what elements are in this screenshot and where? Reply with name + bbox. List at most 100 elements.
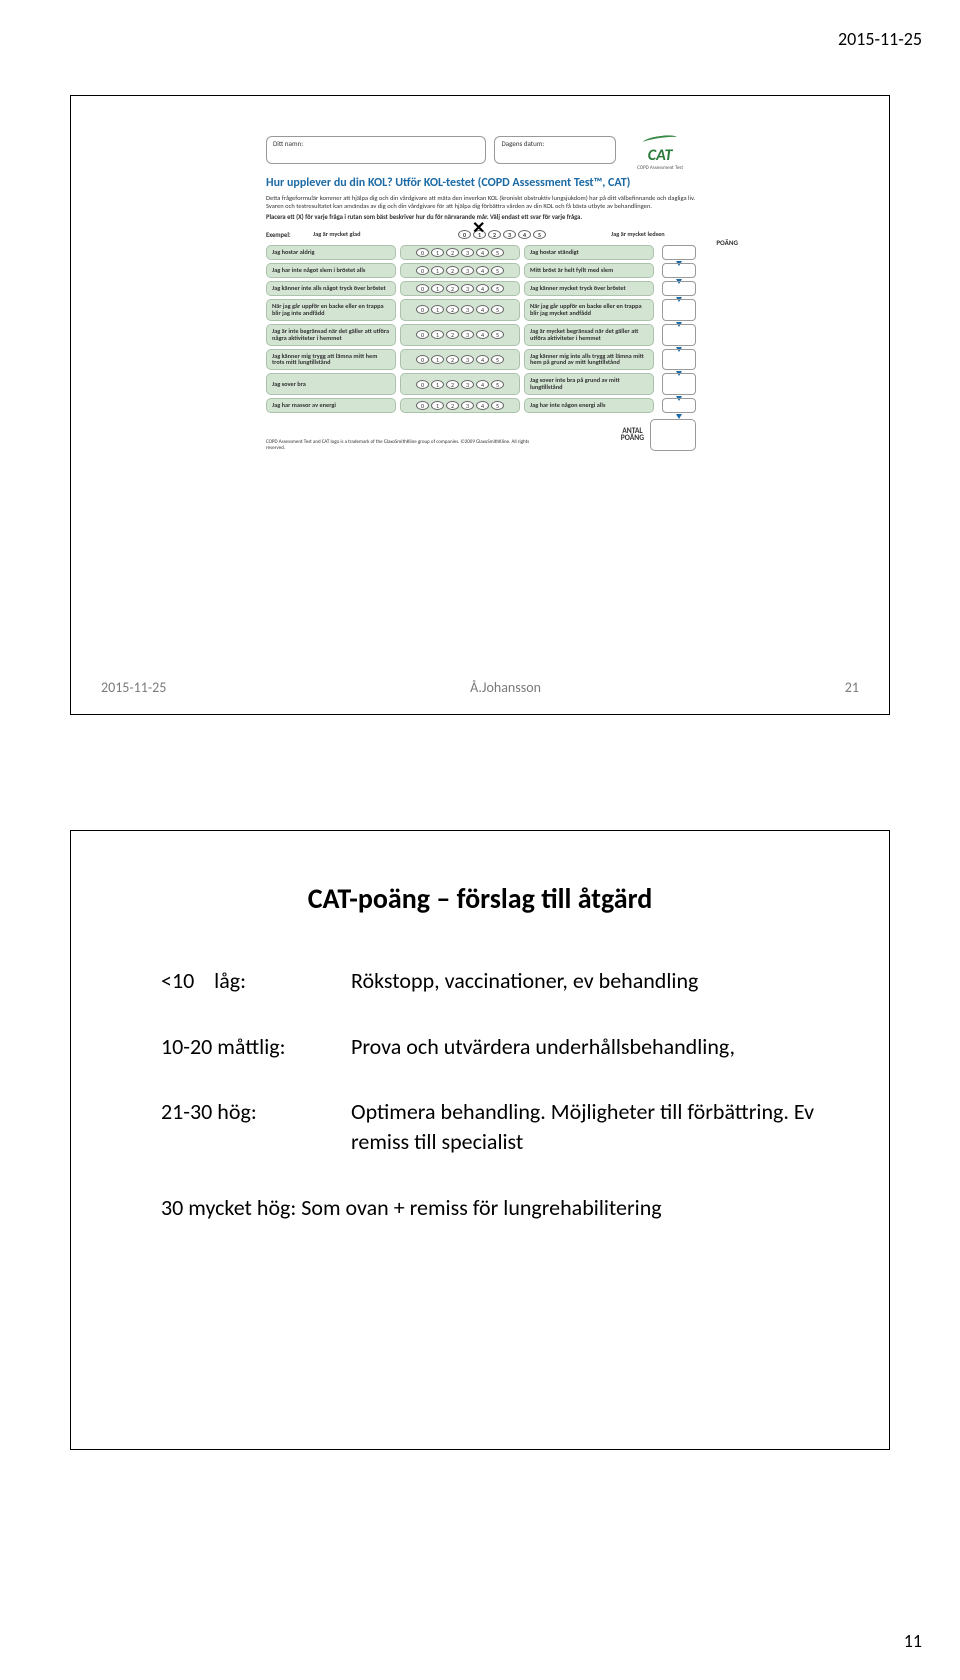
slide-1: Ditt namn: Dagens datum: CAT COPD Assess… bbox=[70, 95, 890, 715]
question-right: Jag sover inte bra på grund av mitt lung… bbox=[524, 373, 654, 395]
cat-intro-text: Detta frågeformulär kommer att hjälpa di… bbox=[266, 195, 696, 211]
scale-dot: 2 bbox=[446, 380, 459, 389]
question-left: När jag går uppför en backe eller en tra… bbox=[266, 299, 396, 321]
scale-dot: 3 bbox=[461, 305, 474, 314]
slide2-body: <10 låg:Rökstopp, vaccinationer, ev beha… bbox=[161, 966, 829, 1222]
question-scale: 012345 bbox=[400, 324, 520, 346]
scale-dot: 0 bbox=[416, 401, 429, 410]
question-scorebox bbox=[662, 263, 696, 278]
question-right: Jag känner mycket tryck över bröstet bbox=[524, 281, 654, 296]
slide2-row: 21-30 hög:Optimera behandling. Möjlighet… bbox=[161, 1097, 829, 1156]
scale-dot: 3 bbox=[461, 248, 474, 257]
cat-logo-swoosh bbox=[643, 134, 678, 147]
question-scale: 012345 bbox=[400, 398, 520, 413]
scale-dot: 1 bbox=[431, 380, 444, 389]
question-right: När jag går uppför en backe eller en tra… bbox=[524, 299, 654, 321]
scale-dot: 4 bbox=[476, 380, 489, 389]
question-scale: 012345 bbox=[400, 299, 520, 321]
question-left: Jag hostar aldrig bbox=[266, 245, 396, 260]
scale-dot: 1 bbox=[431, 355, 444, 364]
example-right: Jag är mycket ledsen bbox=[606, 228, 696, 241]
question-left: Jag känner inte alls något tryck över br… bbox=[266, 281, 396, 296]
slide2-row: 10-20 måttlig:Prova och utvärdera underh… bbox=[161, 1032, 829, 1062]
name-field-box: Ditt namn: bbox=[266, 136, 486, 164]
cat-form-header: Ditt namn: Dagens datum: CAT COPD Assess… bbox=[266, 136, 696, 171]
scale-dot: 1 bbox=[473, 230, 486, 239]
scale-dot: 4 bbox=[476, 355, 489, 364]
cat-logo: CAT COPD Assessment Test bbox=[624, 136, 696, 171]
question-scorebox bbox=[662, 281, 696, 296]
question-scorebox bbox=[662, 299, 696, 321]
scale-dot: 3 bbox=[461, 380, 474, 389]
cat-form-footer: COPD Assessment Test and CAT logo is a t… bbox=[266, 419, 696, 451]
question-scorebox bbox=[662, 373, 696, 395]
cat-form: Ditt namn: Dagens datum: CAT COPD Assess… bbox=[266, 136, 696, 451]
scale-dot: 5 bbox=[491, 355, 504, 364]
cat-question-row: Jag känner inte alls något tryck över br… bbox=[266, 281, 696, 296]
scale-dot: 5 bbox=[491, 305, 504, 314]
question-right: Jag hostar ständigt bbox=[524, 245, 654, 260]
question-left: Jag är inte begränsad när det gäller att… bbox=[266, 324, 396, 346]
slide2-title: CAT-poäng – förslag till åtgärd bbox=[71, 881, 889, 916]
cat-question-row: Jag har inte något slem i bröstet alls 01… bbox=[266, 263, 696, 278]
cat-question-row: Jag hostar aldrig012345Jag hostar ständi… bbox=[266, 245, 696, 260]
cat-form-title: Hur upplever du din KOL? Utför KOL-teste… bbox=[266, 177, 696, 191]
slide2-row-label: 10-20 måttlig: bbox=[161, 1032, 351, 1062]
scale-dot: 2 bbox=[446, 284, 459, 293]
slide2-row-label: <10 låg: bbox=[161, 966, 351, 996]
scale-dot: 1 bbox=[431, 401, 444, 410]
scale-dot: 0 bbox=[416, 380, 429, 389]
slide2-row: <10 låg:Rökstopp, vaccinationer, ev beha… bbox=[161, 966, 829, 996]
scale-dot: 5 bbox=[491, 401, 504, 410]
scale-dot: 1 bbox=[431, 248, 444, 257]
question-scale: 012345 bbox=[400, 263, 520, 278]
cat-question-row: När jag går uppför en backe eller en tra… bbox=[266, 299, 696, 321]
cat-example-row: Exempel: Jag är mycket glad 012345 Jag ä… bbox=[266, 228, 696, 241]
scale-dot: 3 bbox=[461, 266, 474, 275]
scale-dot: 4 bbox=[476, 330, 489, 339]
example-left: Jag är mycket glad bbox=[308, 228, 398, 241]
question-left: Jag har inte något slem i bröstet alls bbox=[266, 263, 396, 278]
scale-dot: 0 bbox=[416, 266, 429, 275]
name-label: Ditt namn: bbox=[273, 139, 303, 148]
slide1-footer-num: 21 bbox=[845, 679, 859, 696]
scale-dot: 3 bbox=[461, 401, 474, 410]
scale-dot: 4 bbox=[476, 401, 489, 410]
scale-dot: 0 bbox=[416, 305, 429, 314]
page-number: 11 bbox=[904, 1630, 922, 1652]
poang-label: POÄNG bbox=[716, 238, 738, 247]
question-left: Jag har massor av energi bbox=[266, 398, 396, 413]
question-left: Jag känner mig trygg att lämna mitt hem … bbox=[266, 349, 396, 371]
scale-dot: 1 bbox=[431, 305, 444, 314]
slide2-row: 30 mycket hög: Som ovan + remiss för lun… bbox=[161, 1193, 829, 1223]
cat-total-box bbox=[650, 419, 696, 451]
scale-dot: 1 bbox=[431, 284, 444, 293]
scale-dot: 3 bbox=[461, 355, 474, 364]
scale-dot: 3 bbox=[461, 330, 474, 339]
cat-question-row: Jag sover bra012345Jag sover inte bra på… bbox=[266, 373, 696, 395]
scale-dot: 2 bbox=[446, 401, 459, 410]
scale-dot: 4 bbox=[476, 284, 489, 293]
question-right: Jag känner mig inte alls trygg att lämna… bbox=[524, 349, 654, 371]
slide1-footer-author: Å.Johansson bbox=[470, 679, 541, 696]
scale-dot: 5 bbox=[491, 330, 504, 339]
scale-dot: 4 bbox=[476, 266, 489, 275]
slide-2: CAT-poäng – förslag till åtgärd <10 låg:… bbox=[70, 830, 890, 1450]
question-scale: 012345 bbox=[400, 373, 520, 395]
scale-dot: 4 bbox=[476, 248, 489, 257]
scale-dot: 2 bbox=[446, 355, 459, 364]
date-label: Dagens datum: bbox=[501, 139, 544, 148]
scale-dot: 4 bbox=[518, 230, 531, 239]
question-scale: 012345 bbox=[400, 281, 520, 296]
slide2-row-full: 30 mycket hög: Som ovan + remiss för lun… bbox=[161, 1193, 662, 1223]
scale-dot: 2 bbox=[446, 330, 459, 339]
date-field-box: Dagens datum: bbox=[494, 136, 616, 164]
scale-dot: 0 bbox=[416, 248, 429, 257]
cat-logo-subtext: COPD Assessment Test bbox=[624, 165, 696, 171]
question-left: Jag sover bra bbox=[266, 373, 396, 395]
question-right: Jag har inte någon energi alls bbox=[524, 398, 654, 413]
scale-dot: 5 bbox=[491, 284, 504, 293]
scale-dot: 2 bbox=[488, 230, 501, 239]
example-scale: 012345 bbox=[398, 230, 606, 239]
scale-dot: 3 bbox=[503, 230, 516, 239]
